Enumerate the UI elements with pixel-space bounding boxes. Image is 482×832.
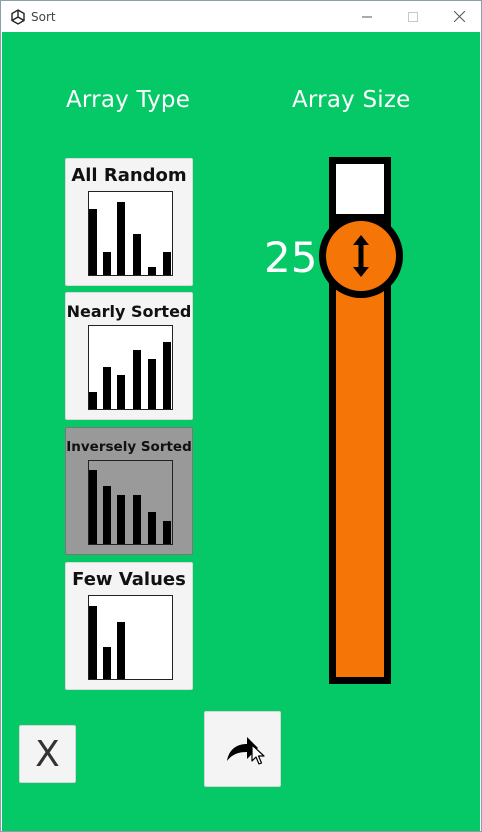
window-title: Sort: [31, 10, 56, 24]
card-label: Nearly Sorted: [66, 302, 192, 321]
array-size-heading: Array Size: [292, 87, 411, 113]
preview-bar: [133, 495, 141, 544]
preview-bar: [117, 622, 125, 679]
preview-bar: [117, 375, 125, 409]
title-bar: Sort: [1, 1, 481, 32]
nearly-sorted-preview-chart: [88, 325, 173, 410]
preview-bar: [117, 202, 125, 275]
inversely-sorted-preview-chart: [88, 460, 173, 545]
preview-bar: [89, 392, 97, 409]
close-window-button[interactable]: [436, 1, 482, 32]
unity-logo-icon: [11, 9, 25, 25]
preview-bar: [163, 342, 171, 409]
array-type-few-values[interactable]: Few Values: [65, 562, 193, 690]
preview-bar: [148, 267, 156, 275]
preview-bar: [103, 367, 111, 409]
vertical-arrows-icon: [353, 235, 369, 277]
preview-bar: [163, 252, 171, 275]
preview-bar: [148, 359, 156, 409]
minimize-button[interactable]: [344, 1, 390, 32]
card-label: Inversely Sorted: [66, 439, 192, 455]
start-sort-button[interactable]: [204, 711, 281, 787]
preview-bar: [103, 486, 111, 544]
minimize-icon: [362, 16, 372, 17]
preview-bar: [133, 234, 141, 275]
array-type-nearly-sorted[interactable]: Nearly Sorted: [65, 292, 193, 420]
card-label: All Random: [71, 165, 187, 186]
array-size-value: 25: [264, 233, 318, 282]
maximize-icon: [408, 11, 418, 22]
card-label: Few Values: [72, 569, 186, 590]
slider-handle-face: [326, 221, 396, 291]
preview-bar: [103, 252, 111, 275]
close-button[interactable]: X: [19, 725, 76, 783]
preview-bar: [103, 647, 111, 679]
slider-handle[interactable]: [319, 214, 403, 298]
close-icon: [453, 11, 465, 22]
array-type-inversely-sorted[interactable]: Inversely Sorted: [65, 427, 193, 555]
array-type-heading: Array Type: [66, 87, 191, 113]
preview-bar: [163, 521, 171, 544]
few-values-preview-chart: [88, 595, 173, 680]
slider-empty-track: [336, 164, 384, 214]
mouse-pointer-icon: [251, 744, 265, 765]
preview-bar: [89, 606, 97, 679]
array-type-all-random[interactable]: All Random: [65, 158, 193, 286]
sort-settings-panel: Array Type Array Size All Random Nearly …: [2, 32, 480, 831]
preview-bar: [117, 495, 125, 544]
slider-fill: [336, 257, 384, 677]
redo-arrow-icon: [226, 737, 258, 761]
preview-bar: [148, 512, 156, 544]
preview-bar: [133, 350, 141, 409]
all-random-preview-chart: [88, 191, 173, 276]
preview-bar: [89, 209, 97, 275]
maximize-button[interactable]: [390, 1, 436, 32]
preview-bar: [89, 470, 97, 544]
